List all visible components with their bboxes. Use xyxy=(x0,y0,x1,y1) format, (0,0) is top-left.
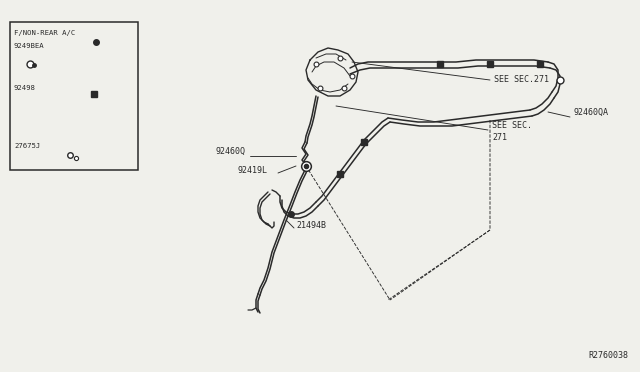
Text: F/NON-REAR A/C: F/NON-REAR A/C xyxy=(14,30,76,36)
Text: 21494B: 21494B xyxy=(296,221,326,230)
Text: 9249BEA: 9249BEA xyxy=(14,43,45,49)
Text: R2760038: R2760038 xyxy=(588,351,628,360)
Text: 92460QA: 92460QA xyxy=(574,108,609,117)
Text: 271: 271 xyxy=(492,133,507,142)
Text: SEE SEC.: SEE SEC. xyxy=(492,121,532,130)
Text: 92498: 92498 xyxy=(14,85,36,91)
Text: 92460Q: 92460Q xyxy=(216,147,246,156)
Text: 27675J: 27675J xyxy=(14,143,40,149)
Text: 92419L: 92419L xyxy=(238,166,268,175)
Text: SEE SEC.271: SEE SEC.271 xyxy=(494,75,549,84)
Bar xyxy=(10,22,138,170)
